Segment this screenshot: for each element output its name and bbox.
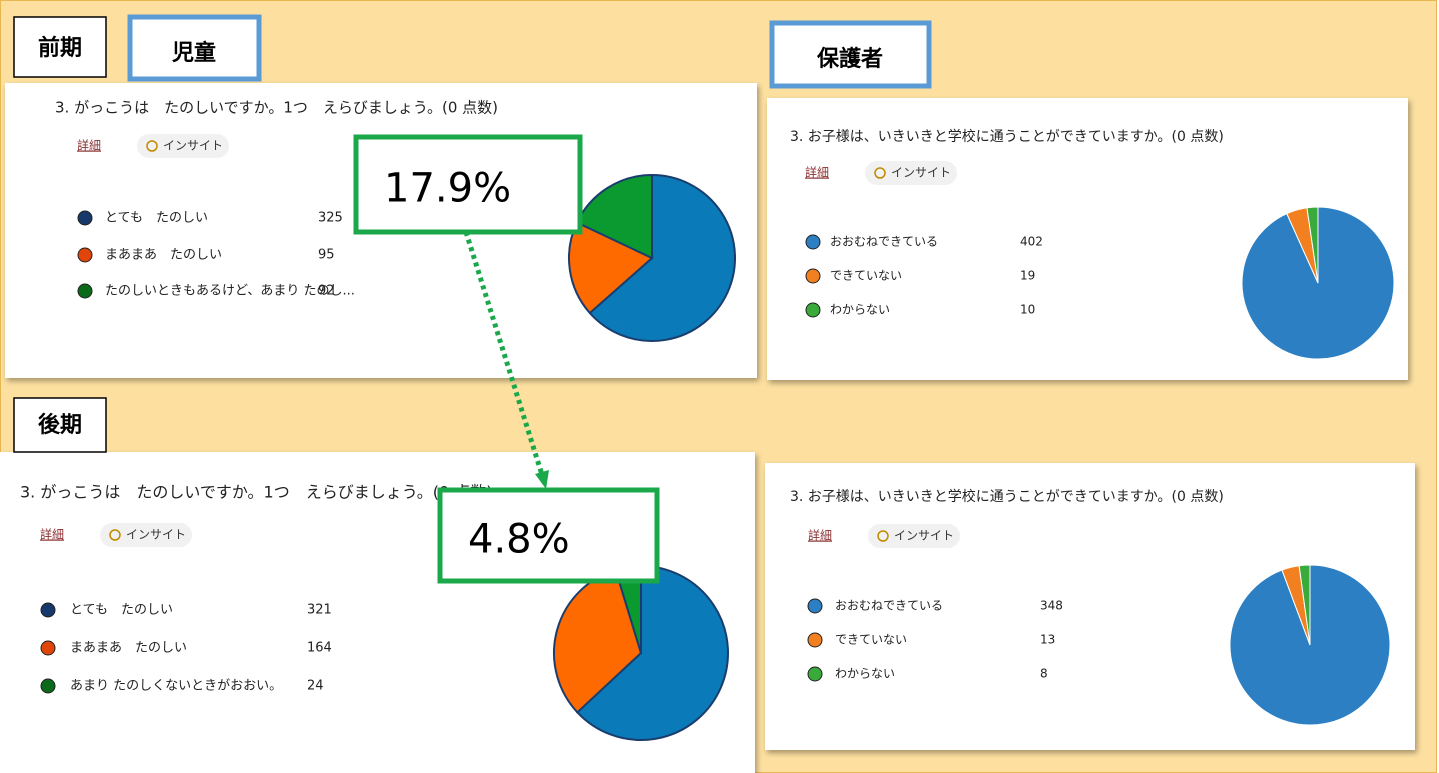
detail-link[interactable]: 詳細 [805,165,829,180]
panel-content: 3. がっこうは たのしいですか。1つ えらびましょう。(0 点数) 詳細 インサイ… [55,99,736,342]
insight-button[interactable] [137,134,229,158]
question-title: 3. がっこうは たのしいですか。1つ えらびましょう。(0 点数) [55,99,498,117]
legend-dot [805,302,821,318]
legend-dot [77,247,93,263]
arrow-head [535,470,549,489]
insight-label: インサイト [894,529,954,543]
insight-label: インサイト [163,139,223,153]
panel-content: 3. お子様は、いきいきと学校に通うことができていますか。(0 点数) 詳細 インサ… [790,128,1395,360]
question-title: 3. お子様は、いきいきと学校に通うことができていますか。(0 点数) [790,488,1224,505]
legend-value: 92 [318,284,335,299]
arrow [463,231,546,479]
legend-value: 95 [318,248,335,263]
pie-slice [575,564,729,741]
pie-slice [588,173,736,342]
question-title: 3. がっこうは たのしいですか。1つ えらびましょう。(0 点数) [20,483,493,502]
label-box [127,14,262,82]
legend-dot [807,598,823,614]
legend-label: できていない [830,269,902,283]
insight-icon [877,530,889,542]
legend-value: 19 [1020,269,1035,283]
legend-value: 8 [1040,667,1048,681]
legend-label: できていない [835,633,907,647]
legend-value: 321 [307,603,332,618]
legend-value: 13 [1040,633,1055,647]
insight-label: インサイト [126,528,186,542]
legend-label: まあまあ たのしい [70,641,187,656]
legend-value: 164 [307,641,332,656]
insight-label: インサイト [891,166,951,180]
callout-box [353,134,583,235]
panel-content: 3. がっこうは たのしいですか。1つ えらびましょう。(0 点数) 詳細 インサイ… [20,483,729,741]
legend-value: 10 [1020,303,1035,317]
legend-dot [77,283,93,299]
callout-text: 17.9% [384,166,511,212]
legend-label: まあまあ たのしい [105,248,222,263]
legend-dot [805,234,821,250]
period-label: 前期 [38,35,82,61]
group-label: 児童 [171,40,216,66]
panel-content: 3. お子様は、いきいきと学校に通うことができていますか。(0 点数) 詳細 インサ… [790,488,1391,726]
legend-dot [805,268,821,284]
legend-label: わからない [835,667,895,681]
legend-value: 24 [307,679,324,694]
question-title: 3. お子様は、いきいきと学校に通うことができていますか。(0 点数) [790,128,1224,145]
pie-slice [1298,564,1311,646]
detail-link[interactable]: 詳細 [40,527,64,542]
legend-label: あまり たのしくないときがおおい。 [70,679,282,694]
legend-dot [807,666,823,682]
legend-label: わからない [830,303,890,317]
legend-dot [40,678,56,694]
legend-label: とても たのしい [70,603,173,618]
legend-dot [807,632,823,648]
legend-dot [40,602,56,618]
legend-dot [40,640,56,656]
detail-link[interactable]: 詳細 [808,528,832,543]
callout-text: 4.8% [468,517,570,563]
insight-button[interactable] [868,524,960,548]
label-box [769,20,932,89]
group-label: 保護者 [816,46,883,72]
insight-button[interactable] [865,161,957,185]
insight-icon [146,140,158,152]
legend-value: 325 [318,211,343,226]
legend-label: たのしいときもあるけど、あまり たのし... [105,284,355,299]
insight-button[interactable] [100,523,192,547]
legend-label: おおむねできている [835,599,943,613]
legend-value: 402 [1020,235,1043,249]
label-box [13,397,107,453]
insight-icon [109,529,121,541]
legend-dot [77,210,93,226]
legend-value: 348 [1040,599,1063,613]
callout-box [437,487,660,584]
insight-icon [874,167,886,179]
period-label: 後期 [38,412,82,438]
pie-slice [1306,206,1319,284]
legend-label: とても たのしい [105,211,208,226]
label-box [13,16,107,78]
detail-link[interactable]: 詳細 [77,138,101,153]
legend-label: おおむねできている [830,235,938,249]
